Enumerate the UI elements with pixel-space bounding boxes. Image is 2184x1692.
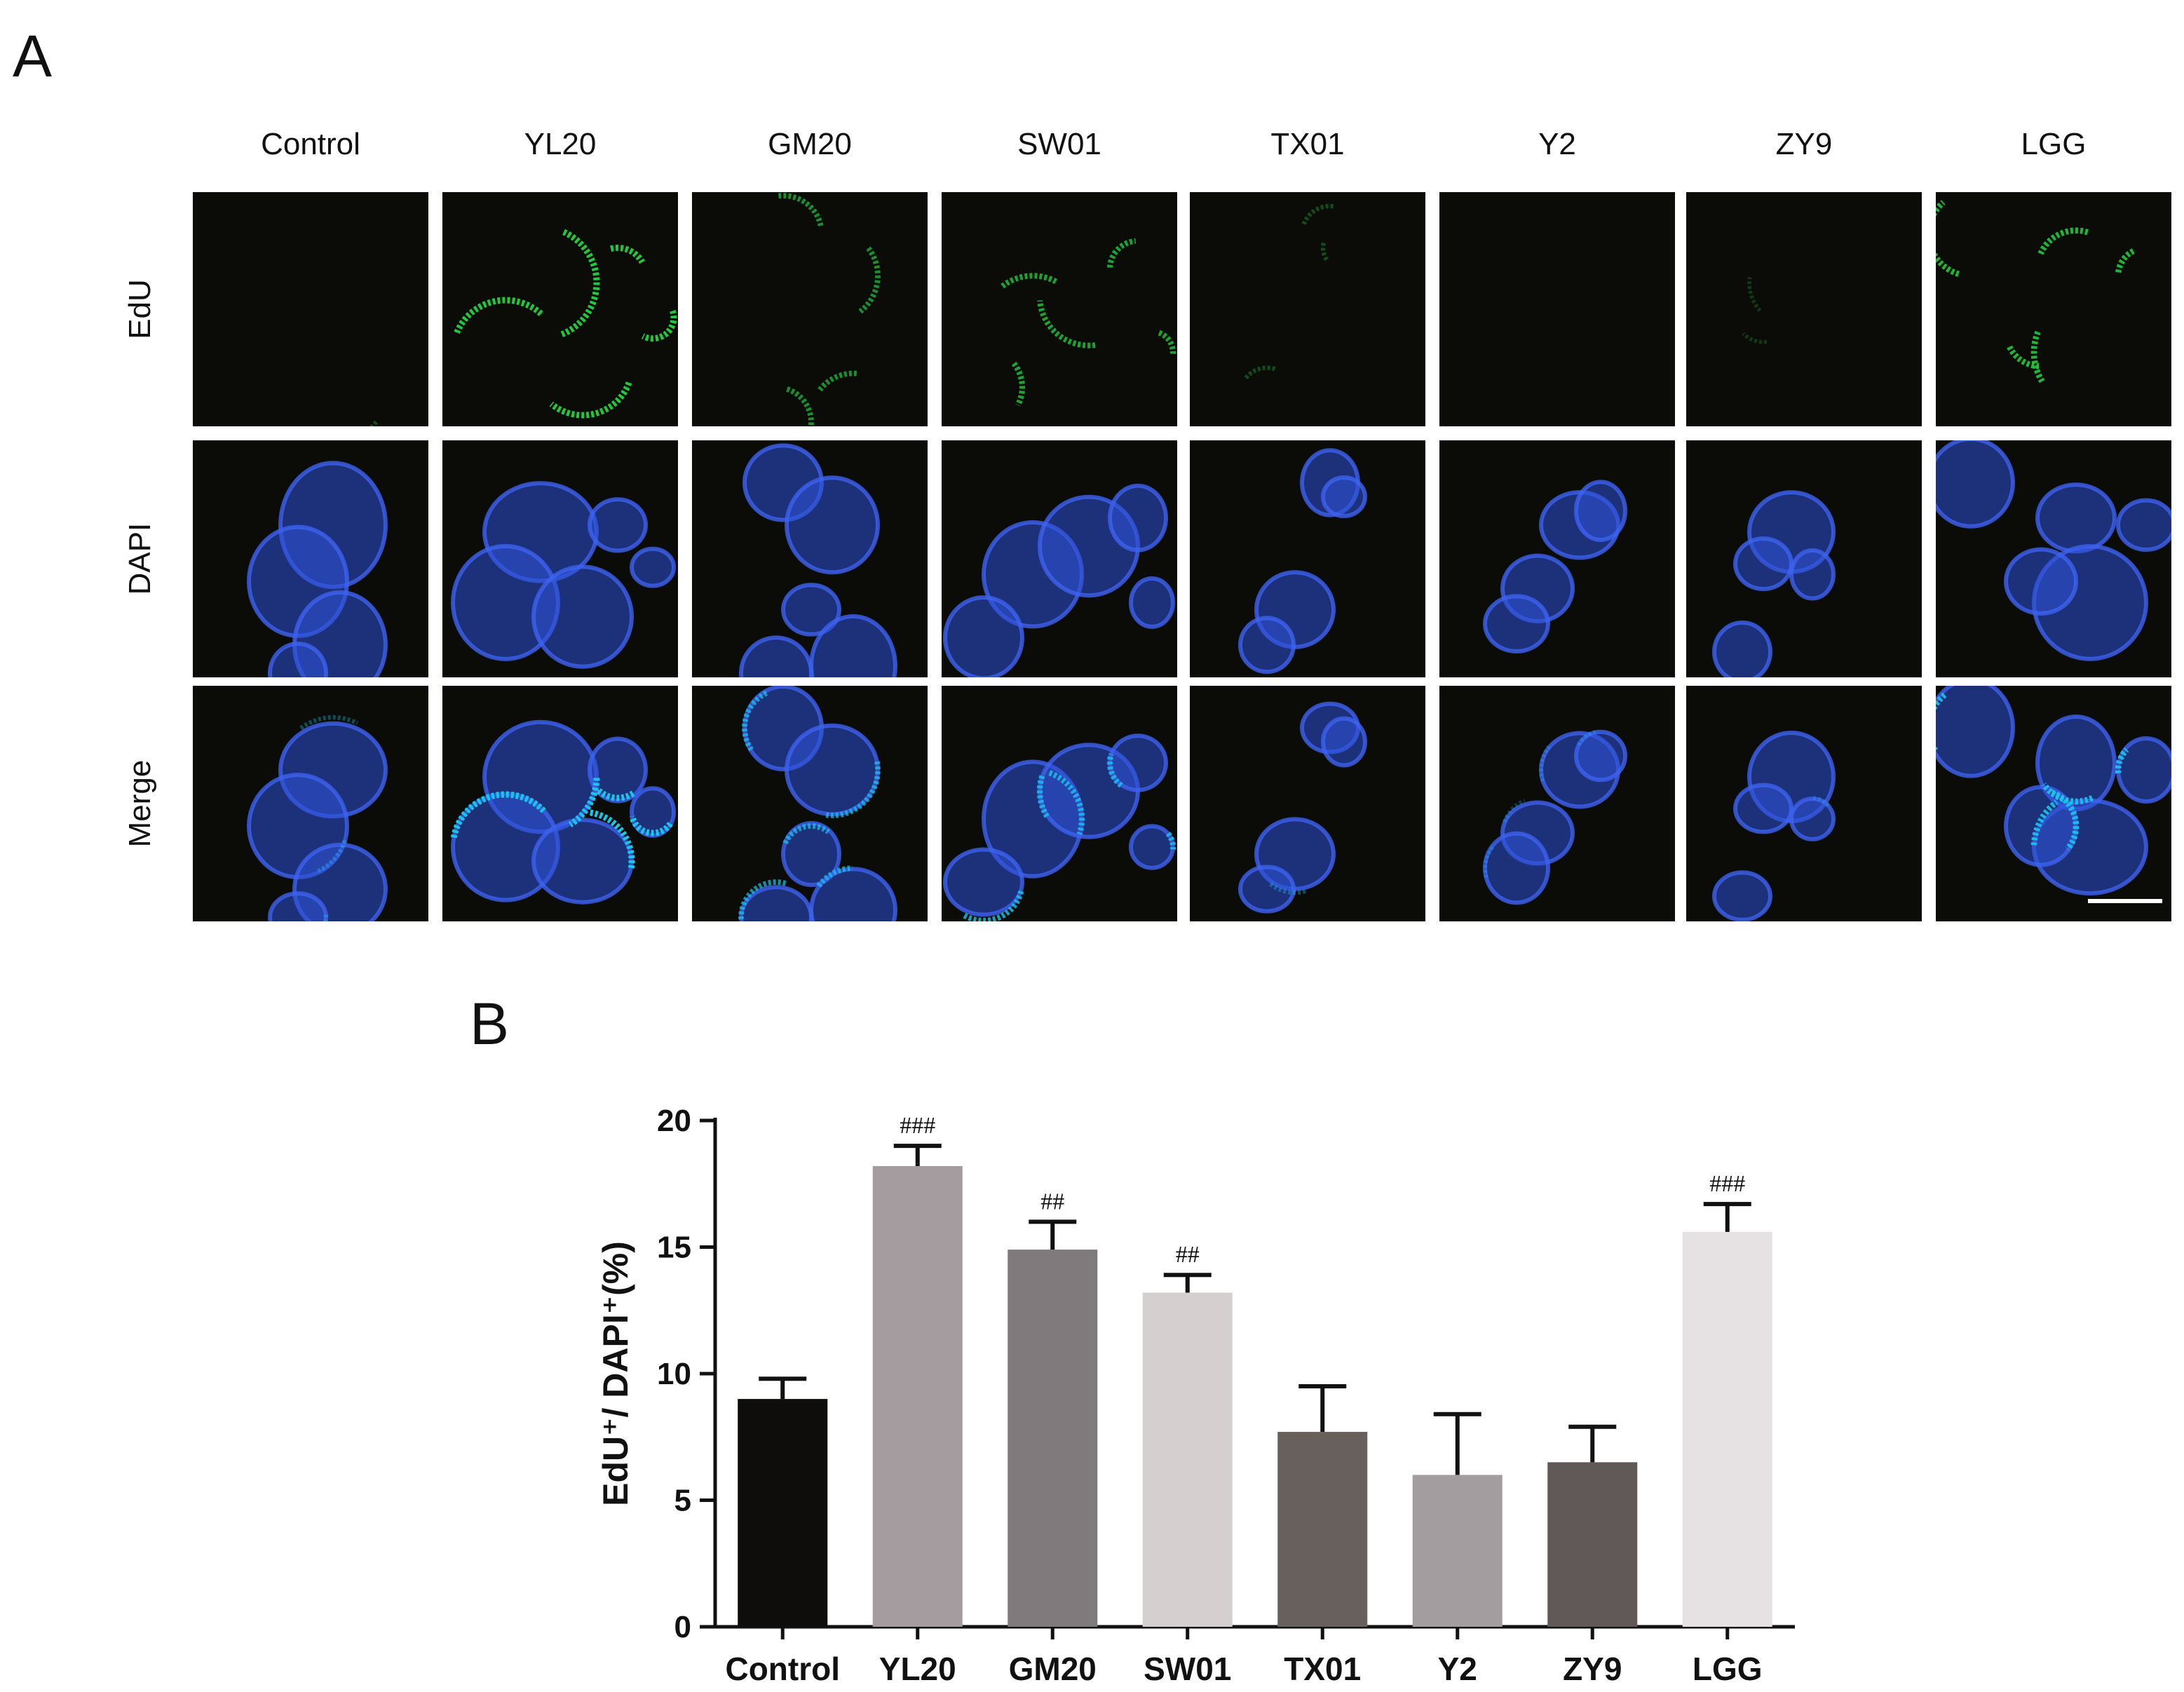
column-label-tx01: TX01: [1270, 127, 1345, 161]
image-tile-edu-sw01: [942, 192, 1177, 426]
x-tick-label-y2: Y2: [1438, 1651, 1477, 1687]
y-tick-label: 20: [657, 1104, 691, 1138]
image-tile-edu-gm20: [692, 192, 928, 426]
image-tile-edu-lgg: [1936, 192, 2171, 426]
x-tick-label-lgg: LGG: [1693, 1651, 1763, 1687]
image-tile-edu-y2: [1439, 192, 1675, 426]
significance-yl20: ###: [900, 1113, 935, 1139]
column-label-sw01: SW01: [1017, 127, 1101, 161]
x-tick-label-gm20: GM20: [1009, 1651, 1097, 1687]
image-tile-dapi-y2: [1439, 440, 1675, 677]
bar-zy9: [1547, 1462, 1638, 1627]
image-tile-merge-tx01: [1190, 686, 1425, 921]
image-tile-merge-y2: [1439, 686, 1675, 921]
image-tile-merge-gm20: [692, 686, 928, 921]
bar-sw01: [1142, 1292, 1233, 1627]
image-tile-edu-tx01: [1190, 192, 1425, 426]
bar-y2: [1412, 1475, 1503, 1627]
image-tile-merge-yl20: [442, 686, 678, 921]
panel-a-letter: A: [13, 23, 53, 89]
bar-control: [738, 1399, 828, 1627]
x-tick-label-control: Control: [725, 1651, 840, 1687]
x-tick-label-yl20: YL20: [879, 1651, 956, 1687]
image-tile-dapi-lgg: [1936, 440, 2171, 677]
significance-lgg: ###: [1709, 1171, 1745, 1197]
bar-yl20: [872, 1165, 963, 1627]
y-tick-label: 15: [657, 1231, 691, 1265]
image-tile-dapi-tx01: [1190, 440, 1425, 677]
significance-gm20: ##: [1040, 1189, 1064, 1214]
column-label-y2: Y2: [1538, 127, 1576, 161]
significance-sw01: ##: [1176, 1242, 1200, 1268]
image-tile-edu-yl20: [442, 192, 678, 426]
bar-tx01: [1277, 1432, 1368, 1627]
image-tile-dapi-gm20: [692, 440, 928, 677]
x-tick-label-tx01: TX01: [1284, 1651, 1361, 1687]
y-tick-label: 0: [674, 1610, 691, 1644]
x-tick-label-zy9: ZY9: [1563, 1651, 1622, 1687]
column-label-control: Control: [261, 127, 360, 161]
column-label-lgg: LGG: [2021, 127, 2087, 161]
image-tile-merge-lgg: [1936, 686, 2171, 921]
image-tile-dapi-zy9: [1686, 440, 1922, 677]
y-axis-title: EdU⁺/ DAPI⁺(%): [596, 1241, 635, 1506]
scale-bar: [2088, 899, 2162, 903]
image-tile-dapi-control: [193, 440, 428, 677]
image-tile-merge-sw01: [942, 686, 1177, 921]
y-tick-label: 5: [674, 1484, 691, 1518]
panel-b-letter: B: [470, 991, 510, 1057]
x-tick-label-sw01: SW01: [1144, 1651, 1231, 1687]
column-label-gm20: GM20: [768, 127, 852, 161]
image-tile-merge-control: [193, 686, 428, 921]
y-tick-label: 10: [657, 1357, 691, 1391]
image-tile-edu-control: [193, 192, 428, 426]
image-tile-merge-zy9: [1686, 686, 1922, 921]
bar-gm20: [1008, 1250, 1098, 1627]
bar-lgg: [1682, 1231, 1772, 1627]
image-tile-edu-zy9: [1686, 192, 1922, 426]
image-tile-dapi-sw01: [942, 440, 1177, 677]
column-label-zy9: ZY9: [1775, 127, 1833, 161]
column-label-yl20: YL20: [524, 127, 597, 161]
image-tile-dapi-yl20: [442, 440, 678, 677]
